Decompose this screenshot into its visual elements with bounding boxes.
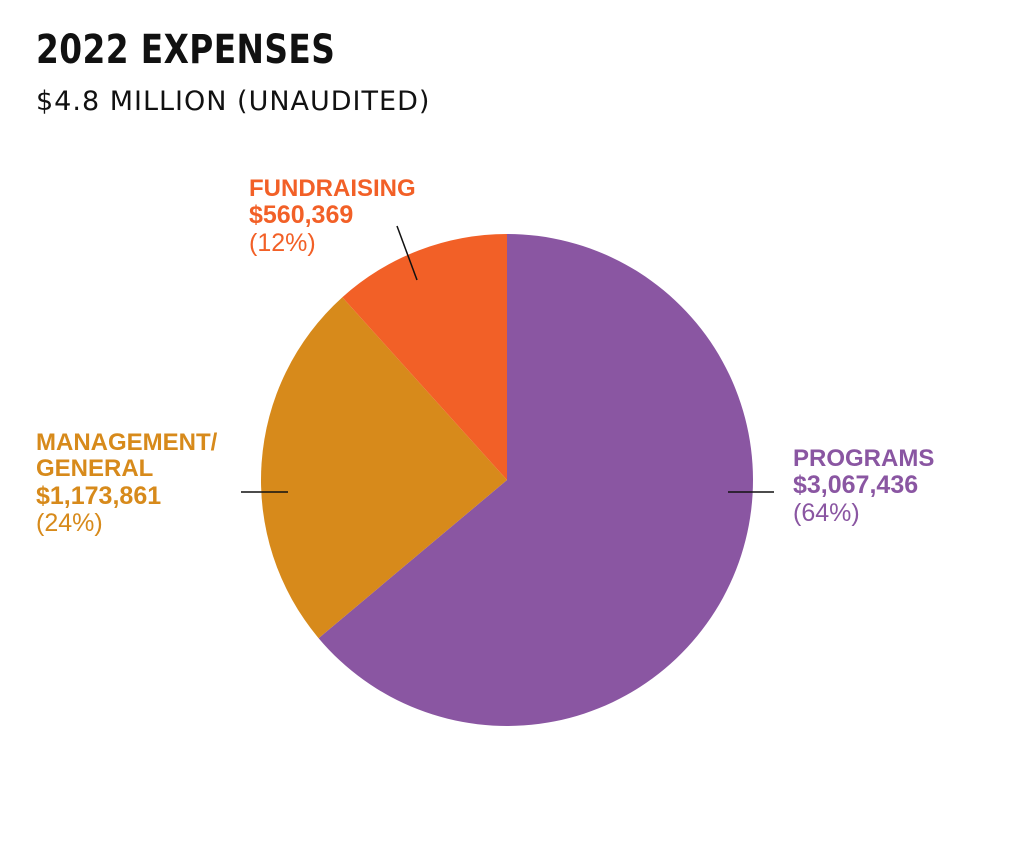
programs-amount: $3,067,436 [793,471,919,500]
fundraising-name: FUNDRAISING [249,175,416,202]
management-general-amount: $1,173,861 [36,481,162,510]
chart-title: 2022 EXPENSES [36,27,336,73]
slice-programs [318,234,753,727]
chart-subtitle: $4.8 MILLION (UNAUDITED) [36,86,431,117]
management-general-percent: (24%) [36,509,103,538]
fundraising-leader-line [396,225,418,281]
programs-label: PROGRAMS $3,067,436 (64%) [793,445,935,527]
fundraising-percent: (12%) [249,228,316,257]
fundraising-amount: $560,369 [249,201,354,230]
slice-management-general [261,297,507,639]
fundraising-label: FUNDRAISING $560,369 (12%) [249,175,416,257]
programs-name: PROGRAMS [793,445,935,472]
management-general-name: MANAGEMENT/ GENERAL [36,429,218,483]
programs-percent: (64%) [793,498,860,527]
slice-fundraising [342,234,507,480]
management-general-label: MANAGEMENT/ GENERAL $1,173,861 (24%) [36,429,266,538]
